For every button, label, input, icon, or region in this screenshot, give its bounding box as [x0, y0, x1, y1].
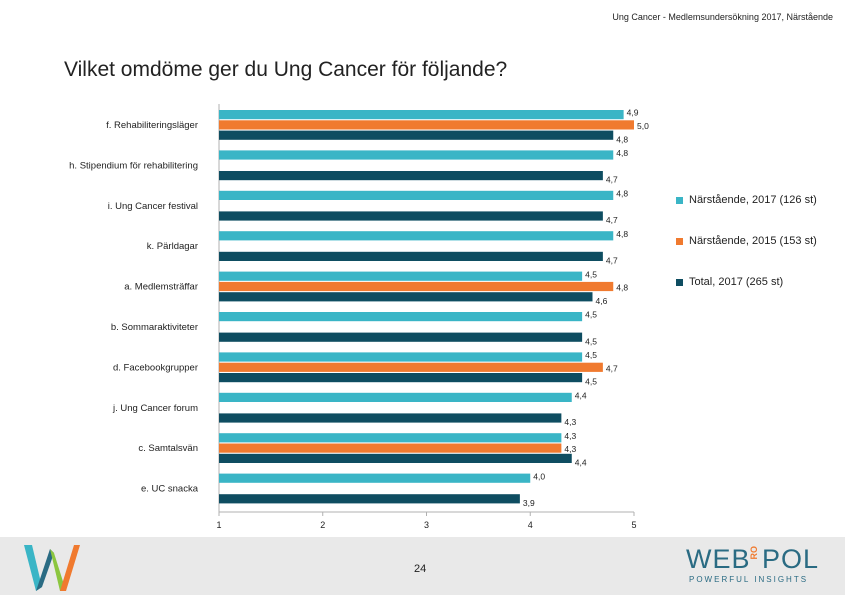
data-label-series-1: 4,8: [616, 148, 628, 158]
x-tick-label-5: 5: [631, 520, 636, 530]
category-label: i. Ung Cancer festival: [108, 201, 198, 212]
x-tick-label-1: 1: [216, 520, 221, 530]
bar-series-3: [219, 292, 593, 302]
bar-series-3: [219, 211, 603, 221]
data-label-series-3: 4,6: [596, 296, 608, 306]
brand-tagline: POWERFUL INSIGHTS: [689, 575, 809, 584]
data-label-series-3: 4,4: [575, 458, 587, 468]
data-label-series-1: 4,0: [533, 471, 545, 481]
bar-series-3: [219, 332, 583, 342]
data-label-series-3: 4,7: [606, 175, 618, 185]
bar-series-3: [219, 453, 572, 463]
legend-label-series-2: Närstående, 2015 (153 st): [689, 235, 817, 247]
category-label: j. Ung Cancer forum: [112, 403, 198, 414]
category-label: c. Samtalsvän: [138, 443, 198, 454]
brand-word-web: WEB: [686, 544, 751, 574]
legend-label-series-3: Total, 2017 (265 st): [689, 276, 784, 288]
bar-series-1: [219, 231, 614, 241]
bar-series-1: [219, 190, 614, 200]
data-label-series-2: 4,3: [564, 444, 576, 454]
bar-series-1: [219, 150, 614, 160]
data-label-series-3: 4,5: [585, 336, 597, 346]
bar-series-2: [219, 443, 562, 453]
legend-item-series-3: Total, 2017 (265 st): [676, 275, 817, 289]
bar-series-1: [219, 110, 624, 120]
chart-title: Vilket omdöme ger du Ung Cancer för följ…: [64, 58, 508, 81]
data-label-series-1: 4,5: [585, 350, 597, 360]
data-label-series-1: 4,8: [616, 229, 628, 239]
bar-series-3: [219, 373, 583, 383]
legend-swatch-series-1: [676, 196, 683, 204]
bar-series-2: [219, 362, 603, 372]
bar-series-1: [219, 392, 572, 402]
data-label-series-3: 4,3: [564, 417, 576, 427]
legend-item-series-2: Närstående, 2015 (153 st): [676, 234, 817, 248]
bar-series-1: [219, 271, 583, 281]
x-tick-label-2: 2: [320, 520, 325, 530]
bar-series-1: [219, 433, 562, 443]
category-label: b. Sommaraktiviteter: [111, 322, 198, 333]
chart-legend: Närstående, 2017 (126 st) Närstående, 20…: [676, 193, 817, 316]
bar-series-3: [219, 494, 520, 504]
data-label-series-1: 4,3: [564, 431, 576, 441]
legend-label-series-1: Närstående, 2017 (126 st): [689, 194, 817, 206]
w-brand-logo: [24, 545, 80, 591]
data-label-series-2: 5,0: [637, 121, 649, 131]
x-tick-label-4: 4: [528, 520, 533, 530]
data-label-series-1: 4,5: [585, 310, 597, 320]
bar-series-3: [219, 251, 603, 261]
bar-series-2: [219, 120, 634, 130]
category-label: f. Rehabiliteringsläger: [106, 120, 198, 131]
category-label: a. Medlemsträffar: [124, 282, 198, 293]
data-label-series-2: 4,8: [616, 283, 628, 293]
bar-series-1: [219, 352, 583, 362]
data-label-series-3: 4,7: [606, 256, 618, 266]
bar-series-2: [219, 281, 614, 292]
bar-series-3: [219, 130, 614, 140]
bar-series-3: [219, 413, 562, 423]
bar-chart: 1 2 3 4 5 f. Rehabiliteringsläger 4,9 5,0 4,8 h. …: [69, 104, 649, 530]
brand-word-pol: POL: [762, 544, 820, 574]
data-label-series-2: 4,7: [606, 363, 618, 373]
x-tick-label-3: 3: [424, 520, 429, 530]
bar-series-1: [219, 312, 583, 322]
category-label: e. UC snacka: [141, 484, 199, 495]
legend-swatch-series-2: [676, 237, 683, 245]
data-label-series-3: 4,5: [585, 377, 597, 387]
legend-swatch-series-3: [676, 278, 683, 286]
data-label-series-1: 4,4: [575, 391, 587, 401]
bar-series-3: [219, 171, 603, 181]
data-label-series-3: 3,9: [523, 498, 535, 508]
category-label: d. Facebookgrupper: [113, 362, 198, 373]
legend-item-series-1: Närstående, 2017 (126 st): [676, 193, 817, 207]
data-label-series-3: 4,8: [616, 134, 628, 144]
bar-series-1: [219, 473, 531, 483]
header-note: Ung Cancer - Medlemsundersökning 2017, N…: [612, 12, 833, 22]
data-label-series-1: 4,9: [627, 108, 639, 118]
footer-bar: [0, 537, 845, 595]
data-label-series-1: 4,8: [616, 189, 628, 199]
category-label: h. Stipendium för rehabilitering: [69, 160, 198, 171]
page-number: 24: [414, 563, 427, 575]
webropol-logo: WEB RO POL POWERFUL INSIGHTS: [686, 544, 826, 588]
data-label-series-1: 4,5: [585, 269, 597, 279]
brand-ro: RO: [749, 546, 759, 560]
category-label: k. Pärldagar: [147, 241, 198, 252]
data-label-series-3: 4,7: [606, 215, 618, 225]
